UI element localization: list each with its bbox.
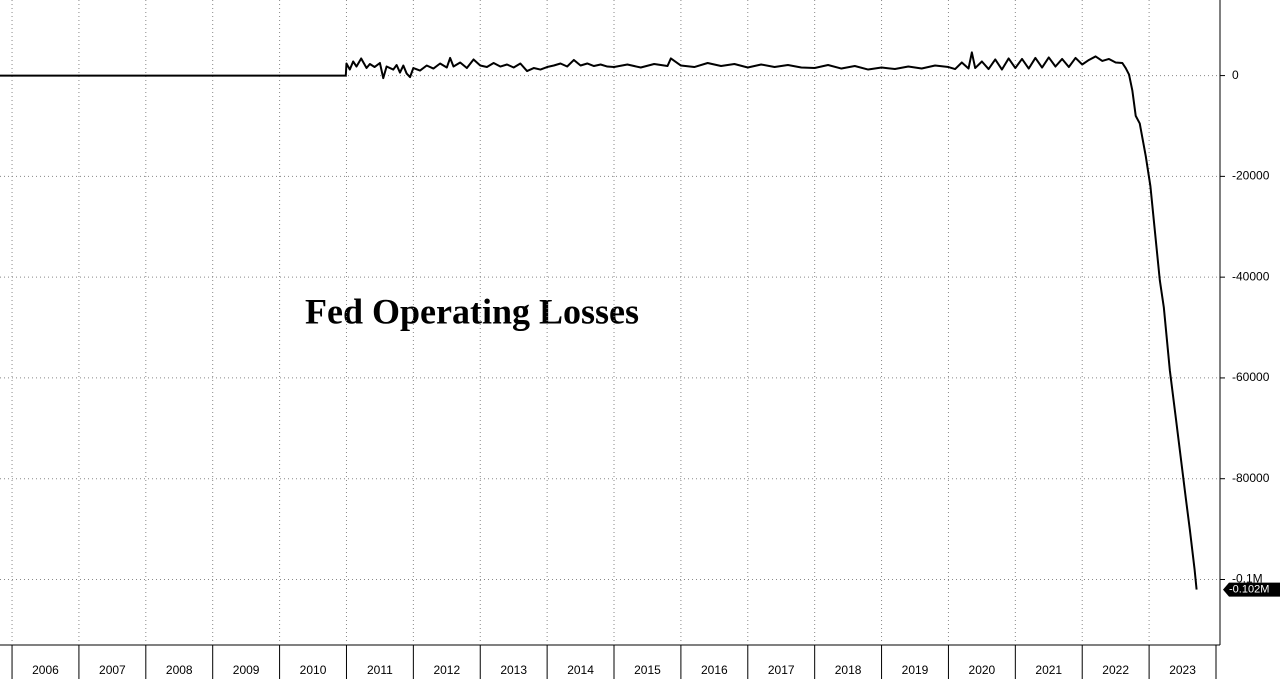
line-series: [0, 51, 1198, 590]
x-tick-label: 2022: [1102, 663, 1129, 677]
x-tick-label: 2006: [32, 663, 59, 677]
x-tick-label: 2012: [433, 663, 460, 677]
x-tick-label: 2018: [835, 663, 862, 677]
y-tick-label: -80000: [1232, 471, 1270, 485]
y-tick-label: -20000: [1232, 169, 1270, 183]
end-label: -0.102M: [1229, 583, 1269, 595]
x-tick-label: 2016: [701, 663, 728, 677]
x-tick-label: 2015: [634, 663, 661, 677]
x-tick-label: 2020: [969, 663, 996, 677]
x-tick-label: 2014: [567, 663, 594, 677]
x-tick-label: 2021: [1035, 663, 1062, 677]
x-tick-label: 2019: [902, 663, 929, 677]
x-tick-label: 2009: [233, 663, 260, 677]
x-tick-label: 2023: [1169, 663, 1196, 677]
end-label-box: [1223, 582, 1280, 597]
y-tick-label: -40000: [1232, 269, 1270, 283]
y-tick-label: -0.1M: [1232, 572, 1263, 586]
x-tick-label: 2017: [768, 663, 795, 677]
x-tick-label: 2013: [500, 663, 527, 677]
x-tick-label: 2010: [300, 663, 327, 677]
x-tick-label: 2007: [99, 663, 126, 677]
x-tick-label: 2011: [367, 663, 393, 677]
x-tick-label: 2008: [166, 663, 193, 677]
chart-title: Fed Operating Losses: [305, 291, 639, 331]
y-tick-label: -60000: [1232, 370, 1270, 384]
y-tick-label: 0: [1232, 68, 1239, 82]
